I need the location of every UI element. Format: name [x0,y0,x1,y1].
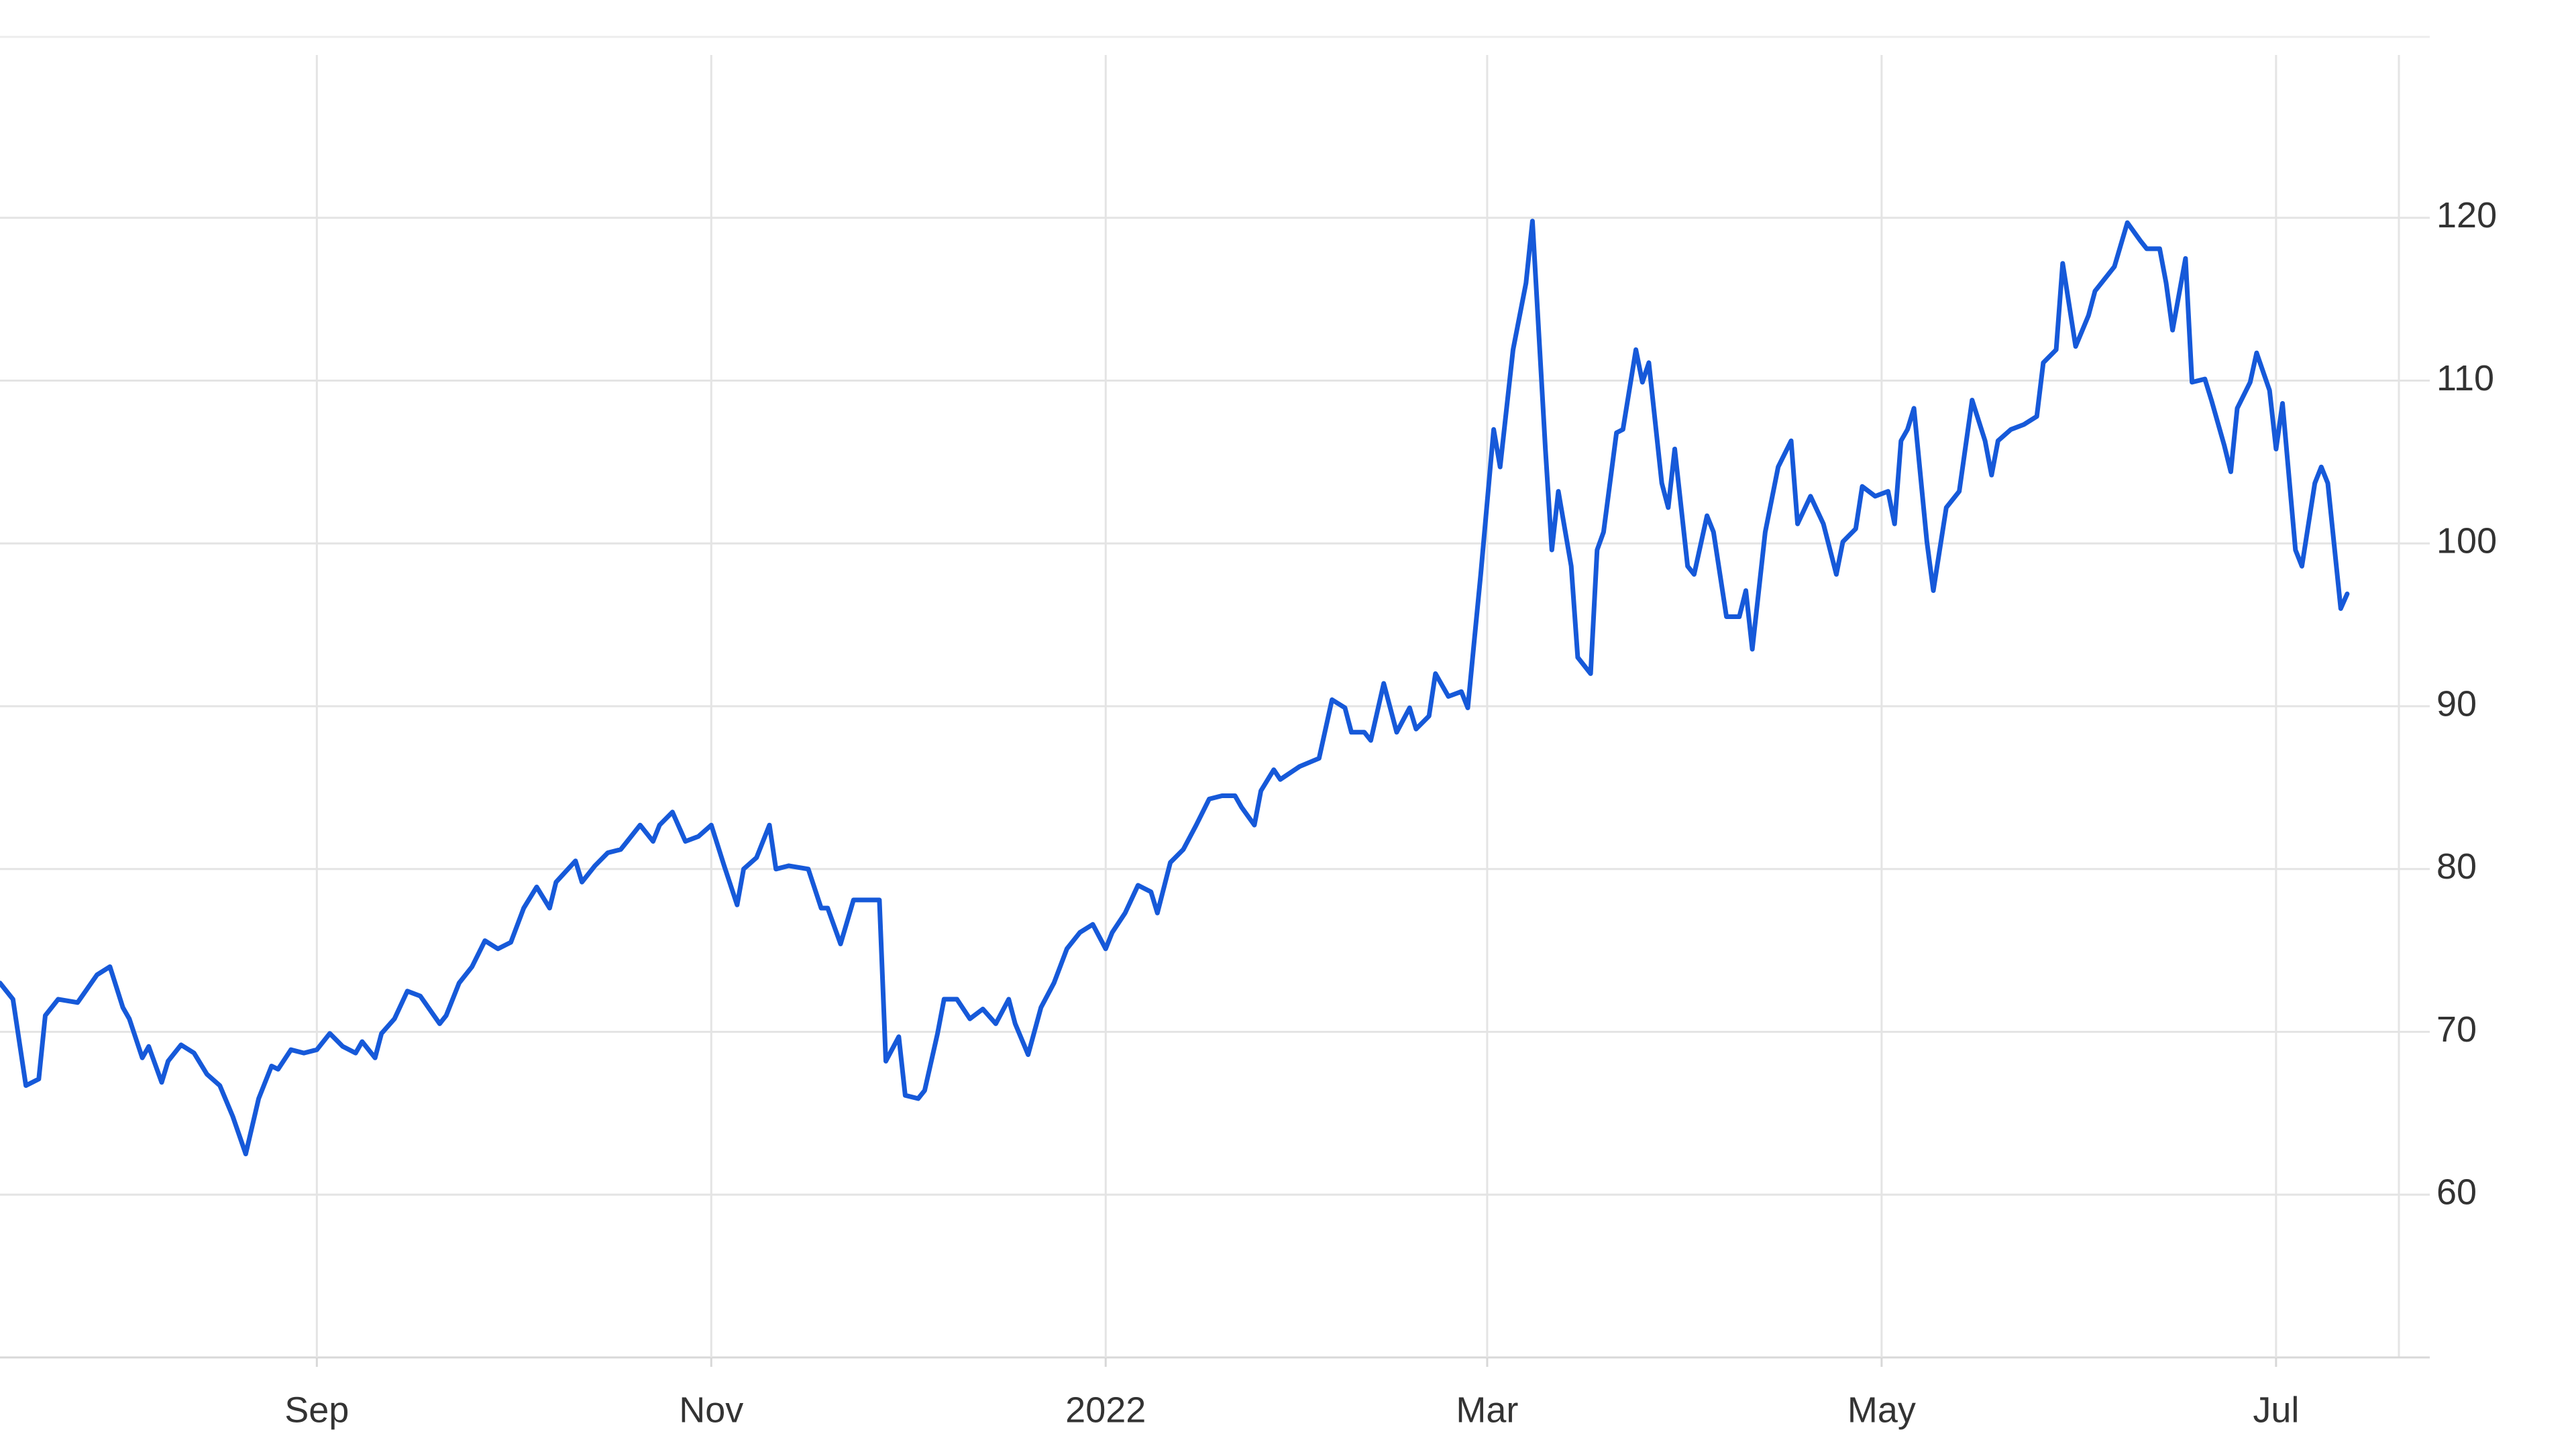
y-tick-label: 120 [2436,195,2497,235]
x-tick-label: Sep [284,1390,349,1430]
y-tick-label: 90 [2436,683,2477,724]
y-tick-label: 110 [2436,358,2494,398]
y-tick-label: 100 [2436,521,2497,561]
price-line [0,219,2350,1157]
x-tick-label: Mar [1456,1390,1518,1430]
x-tick-label: May [1847,1390,1916,1430]
y-tick-label: 60 [2436,1172,2477,1213]
x-tick-label: 2022 [1065,1390,1146,1430]
x-tick-label: Jul [2253,1390,2299,1430]
x-tick-label: Nov [679,1390,743,1430]
y-tick-label: 80 [2436,846,2477,887]
y-tick-label: 70 [2436,1009,2477,1050]
